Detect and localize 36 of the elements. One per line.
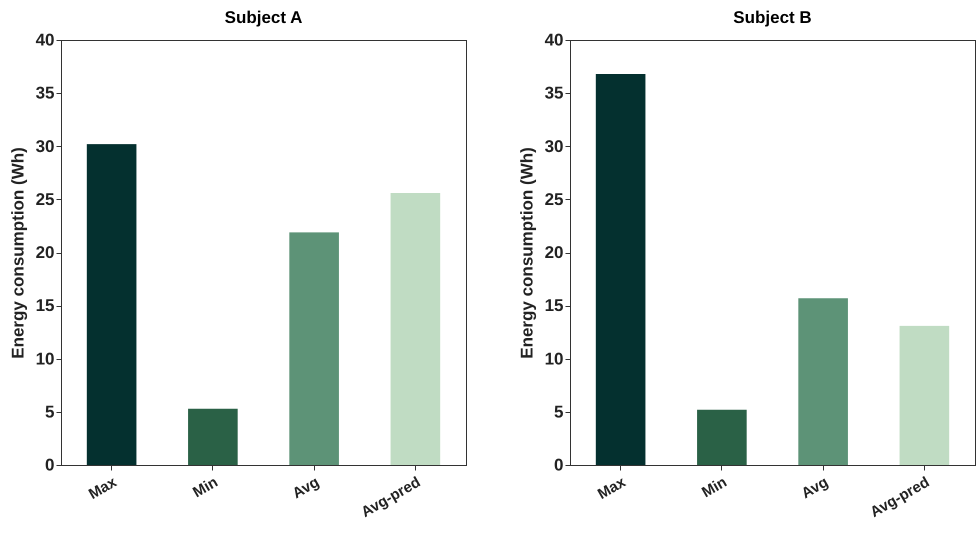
y-tick-label: 35 [36, 84, 54, 103]
x-tick-label: Min [190, 474, 221, 502]
bar [697, 410, 747, 465]
y-tick-label: 15 [36, 296, 54, 316]
y-tick-label: 30 [544, 136, 564, 156]
y-tick-label: 5 [554, 402, 564, 422]
x-tick-label: Max [86, 473, 120, 503]
x-tick-label: Avg [798, 474, 832, 502]
bar [86, 144, 136, 465]
y-tick-label: 20 [544, 243, 564, 262]
bar [289, 232, 339, 465]
chart-title: Subject A [224, 8, 302, 27]
y-tick-label: 15 [544, 296, 564, 316]
y-tick-label: 25 [36, 190, 54, 209]
bar [900, 326, 950, 465]
y-tick-label: 0 [554, 456, 564, 474]
y-tick-label: 5 [45, 402, 54, 422]
y-tick-label: 10 [544, 349, 564, 368]
x-tick-label: Max [594, 473, 630, 503]
y-axis-title: Energy consumption (Wh) [8, 147, 28, 359]
bar [798, 298, 848, 465]
y-tick-label: 20 [36, 243, 54, 262]
x-tick-label: Avg [290, 474, 322, 502]
bar [390, 193, 440, 465]
y-tick-label: 30 [36, 136, 54, 156]
y-tick-label: 40 [36, 30, 54, 50]
chart-title: Subject B [733, 8, 812, 27]
y-tick-label: 35 [544, 84, 564, 103]
y-tick-label: 25 [544, 190, 564, 209]
y-tick-label: 40 [544, 30, 564, 50]
y-tick-label: 10 [36, 349, 54, 368]
bar [596, 74, 646, 465]
y-axis-title: Energy consumption (Wh) [518, 147, 537, 359]
x-tick-label: Min [699, 474, 730, 502]
bar [188, 408, 238, 465]
y-tick-label: 0 [45, 456, 54, 474]
